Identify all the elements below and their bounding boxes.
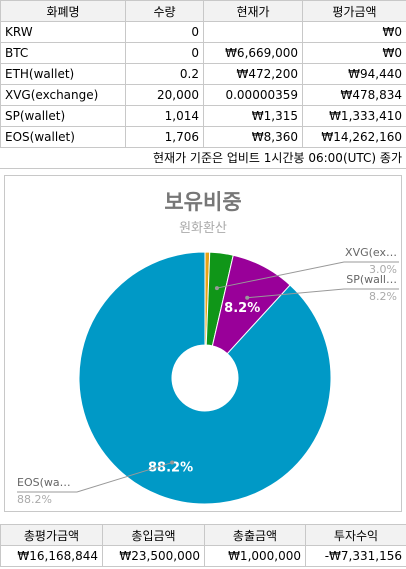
row-price xyxy=(203,21,303,43)
row-currency-name: XVG(exchange) xyxy=(0,84,126,106)
holdings-row: KRW 0 ₩0 xyxy=(0,21,406,43)
header-price: 현재가 xyxy=(203,0,303,22)
chart-title: 보유비중 xyxy=(164,190,241,214)
row-price: ₩8,360 xyxy=(203,126,303,148)
slice-inner-label: 88.2% xyxy=(148,461,193,476)
row-price: ₩472,200 xyxy=(203,63,303,85)
slice-outer-percent: 88.2% xyxy=(17,493,52,506)
header-currency: 화폐명 xyxy=(0,0,126,22)
summary-total-withdrawal: ₩1,000,000 xyxy=(204,545,306,567)
summary-header-investment-return: 투자수익 xyxy=(305,524,406,546)
holdings-row: EOS(wallet) 1,706 ₩8,360 ₩14,262,160 xyxy=(0,126,406,148)
row-currency-name: KRW xyxy=(0,21,126,43)
summary-header-total-withdrawal: 총출금액 xyxy=(204,524,306,546)
holdings-header-row: 화폐명 수량 현재가 평가금액 xyxy=(0,0,406,22)
row-quantity: 0 xyxy=(125,42,204,64)
row-quantity: 20,000 xyxy=(125,84,204,106)
leader-line xyxy=(17,462,173,493)
row-value: ₩14,262,160 xyxy=(302,126,406,148)
summary-table: 총평가금액 총입금액 총출금액 투자수익 ₩16,168,844 ₩23,500… xyxy=(0,524,406,567)
row-value: ₩0 xyxy=(302,42,406,64)
header-value: 평가금액 xyxy=(302,0,406,22)
row-quantity: 1,014 xyxy=(125,105,204,127)
slice-outer-percent: 3.0% xyxy=(369,263,397,276)
row-quantity: 1,706 xyxy=(125,126,204,148)
slice-inner-label: 8.2% xyxy=(224,301,260,316)
summary-total-deposit: ₩23,500,000 xyxy=(102,545,205,567)
row-currency-name: SP(wallet) xyxy=(0,105,126,127)
summary-header-total-value: 총평가금액 xyxy=(0,524,103,546)
summary-header-total-deposit: 총입금액 xyxy=(102,524,205,546)
row-currency-name: BTC xyxy=(0,42,126,64)
row-currency-name: EOS(wallet) xyxy=(0,126,126,148)
pie-slice xyxy=(78,251,332,505)
slice-outer-label: SP(wall… xyxy=(346,273,397,286)
row-price: ₩6,669,000 xyxy=(203,42,303,64)
holdings-row: ETH(wallet) 0.2 ₩472,200 ₩94,440 xyxy=(0,63,406,85)
row-quantity: 0.2 xyxy=(125,63,204,85)
price-basis-note: 현재가 기준은 업비트 1시간봉 06:00(UTC) 종가 xyxy=(0,148,406,169)
slice-outer-percent: 8.2% xyxy=(369,290,397,303)
row-currency-name: ETH(wallet) xyxy=(0,63,126,85)
holdings-table: 화폐명 수량 현재가 평가금액 KRW 0 ₩0 BTC 0 ₩6,669,000 ₩0 ET… xyxy=(0,0,406,148)
row-value: ₩0 xyxy=(302,21,406,43)
chart-subtitle: 원화환산 xyxy=(179,221,227,236)
holdings-row: XVG(exchange) 20,000 0.00000359 ₩478,834 xyxy=(0,84,406,106)
holdings-row: SP(wallet) 1,014 ₩1,315 ₩1,333,410 xyxy=(0,105,406,127)
leader-line xyxy=(247,288,399,299)
row-price: ₩1,315 xyxy=(203,105,303,127)
row-value: ₩94,440 xyxy=(302,63,406,85)
summary-header-row: 총평가금액 총입금액 총출금액 투자수익 xyxy=(0,524,406,546)
leader-line xyxy=(216,261,399,289)
summary-total-value: ₩16,168,844 xyxy=(0,545,103,567)
row-price: 0.00000359 xyxy=(203,84,303,106)
header-quantity: 수량 xyxy=(125,0,204,22)
slice-outer-label: EOS(wa… xyxy=(17,476,71,489)
summary-investment-return: -₩7,331,156 xyxy=(305,545,406,567)
leader-dot xyxy=(245,295,250,300)
slice-outer-label: XVG(ex… xyxy=(345,246,397,259)
row-quantity: 0 xyxy=(125,21,204,43)
holdings-row: BTC 0 ₩6,669,000 ₩0 xyxy=(0,42,406,64)
row-value: ₩478,834 xyxy=(302,84,406,106)
summary-value-row: ₩16,168,844 ₩23,500,000 ₩1,000,000 -₩7,3… xyxy=(0,545,406,567)
row-value: ₩1,333,410 xyxy=(302,105,406,127)
